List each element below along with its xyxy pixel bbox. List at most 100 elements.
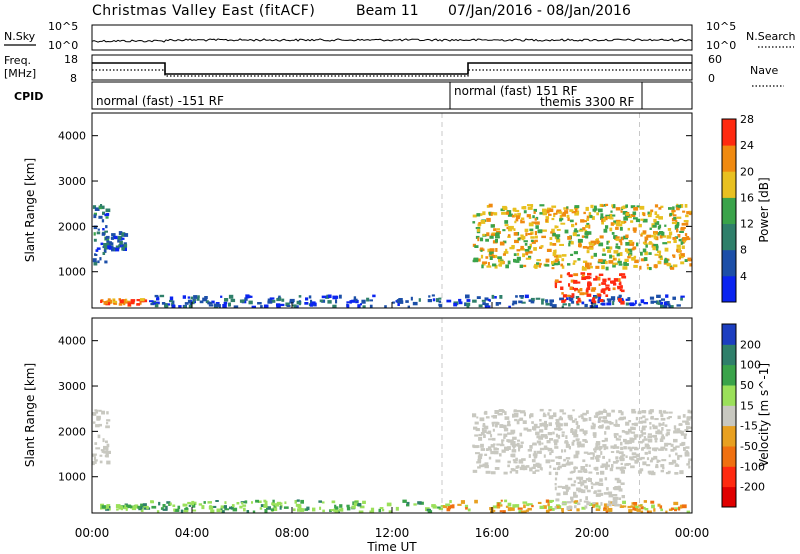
- range-gate-cell: [627, 440, 632, 444]
- range-gate-cell: [276, 303, 281, 308]
- range-gate-cell: [668, 411, 673, 414]
- range-gate-cell: [321, 299, 326, 303]
- range-gate-cell: [286, 305, 291, 307]
- range-gate-cell: [629, 302, 634, 307]
- range-gate-cell: [606, 240, 609, 245]
- range-gate-cell: [600, 465, 604, 468]
- range-gate-cell: [124, 298, 128, 302]
- range-gate-cell: [643, 436, 646, 439]
- range-gate-cell: [187, 296, 191, 299]
- range-gate-cell: [621, 495, 625, 499]
- range-gate-cell: [480, 237, 484, 242]
- range-gate-cell: [648, 450, 651, 455]
- range-gate-cell: [121, 246, 125, 251]
- range-gate-cell: [573, 273, 579, 277]
- range-gate-cell: [640, 251, 643, 256]
- range-gate-cell: [93, 261, 98, 266]
- range-gate-cell: [554, 486, 557, 491]
- range-gate-cell: [482, 423, 486, 426]
- range-gate-cell: [484, 410, 488, 415]
- range-gate-cell: [503, 433, 508, 438]
- range-gate-cell: [478, 304, 483, 308]
- range-gate-cell: [642, 241, 645, 244]
- range-gate-cell: [658, 207, 662, 210]
- range-gate-cell: [553, 249, 556, 254]
- range-gate-cell: [472, 413, 477, 418]
- range-gate-cell: [622, 266, 628, 270]
- range-gate-cell: [187, 501, 191, 505]
- range-gate-cell: [518, 418, 522, 421]
- range-gate-cell: [438, 300, 442, 303]
- range-gate-cell: [650, 500, 655, 504]
- range-gate-cell: [582, 417, 586, 422]
- range-gate-cell: [118, 303, 123, 306]
- range-gate-cell: [657, 225, 661, 230]
- range-gate-cell: [267, 300, 273, 304]
- range-gate-cell: [591, 485, 594, 489]
- range-gate-cell: [598, 482, 604, 486]
- range-gate-cell: [105, 216, 109, 219]
- range-gate-cell: [399, 300, 404, 304]
- range-gate-cell: [580, 443, 585, 448]
- range-gate-cell: [499, 241, 505, 246]
- range-gate-cell: [625, 302, 629, 306]
- range-gate-cell: [487, 298, 491, 302]
- range-gate-cell: [484, 303, 489, 306]
- range-gate-cell: [649, 422, 652, 425]
- noise-left-tick-low: 10^0: [48, 39, 78, 52]
- range-gate-cell: [674, 226, 678, 230]
- range-gate-cell: [298, 300, 301, 303]
- range-gate-cell: [502, 229, 506, 232]
- range-gate-cell: [661, 427, 664, 431]
- range-gate-cell: [631, 446, 635, 449]
- range-gate-cell: [651, 234, 654, 238]
- range-gate-cell: [585, 463, 588, 467]
- range-gate-cell: [615, 419, 618, 424]
- range-gate-cell: [538, 264, 542, 268]
- range-gate-cell: [518, 444, 522, 449]
- range-gate-cell: [143, 507, 147, 510]
- range-gate-cell: [616, 252, 620, 257]
- range-gate-cell: [658, 448, 662, 451]
- range-gate-cell: [680, 430, 684, 434]
- range-gate-cell: [602, 278, 607, 282]
- range-gate-cell: [541, 300, 544, 305]
- range-gate-cell: [565, 441, 569, 444]
- range-gate-cell: [151, 300, 157, 304]
- range-gate-cell: [533, 423, 538, 427]
- range-gate-cell: [559, 428, 563, 431]
- range-gate-cell: [517, 465, 520, 469]
- range-gate-cell: [116, 508, 119, 511]
- range-gate-cell: [550, 449, 554, 453]
- range-gate-cell: [520, 410, 526, 413]
- range-gate-cell: [607, 277, 611, 281]
- range-gate-cell: [576, 303, 580, 306]
- colorbar-segment: [722, 324, 736, 345]
- range-gate-cell: [477, 237, 480, 242]
- range-gate-cell: [106, 213, 110, 216]
- range-gate-cell: [266, 506, 271, 510]
- range-gate-cell: [647, 214, 652, 218]
- range-gate-cell: [477, 455, 483, 459]
- range-gate-cell: [103, 450, 108, 454]
- range-gate-cell: [94, 460, 97, 464]
- range-gate-cell: [550, 231, 553, 234]
- range-gate-cell: [650, 300, 655, 304]
- range-gate-cell: [595, 481, 600, 486]
- range-gate-cell: [638, 504, 643, 507]
- range-gate-cell: [482, 261, 488, 264]
- range-gate-cell: [615, 243, 619, 246]
- range-gate-cell: [559, 243, 564, 246]
- range-gate-cell: [567, 477, 573, 481]
- colorbar-segment: [722, 486, 736, 508]
- range-gate-cell: [503, 436, 506, 439]
- range-gate-cell: [335, 506, 339, 510]
- range-gate-cell: [551, 228, 555, 233]
- range-gate-cell: [547, 447, 553, 452]
- range-gate-cell: [555, 456, 559, 459]
- range-gate-cell: [516, 215, 520, 220]
- range-gate-cell: [106, 240, 110, 243]
- range-gate-cell: [588, 471, 593, 474]
- range-gate-cell: [626, 463, 631, 466]
